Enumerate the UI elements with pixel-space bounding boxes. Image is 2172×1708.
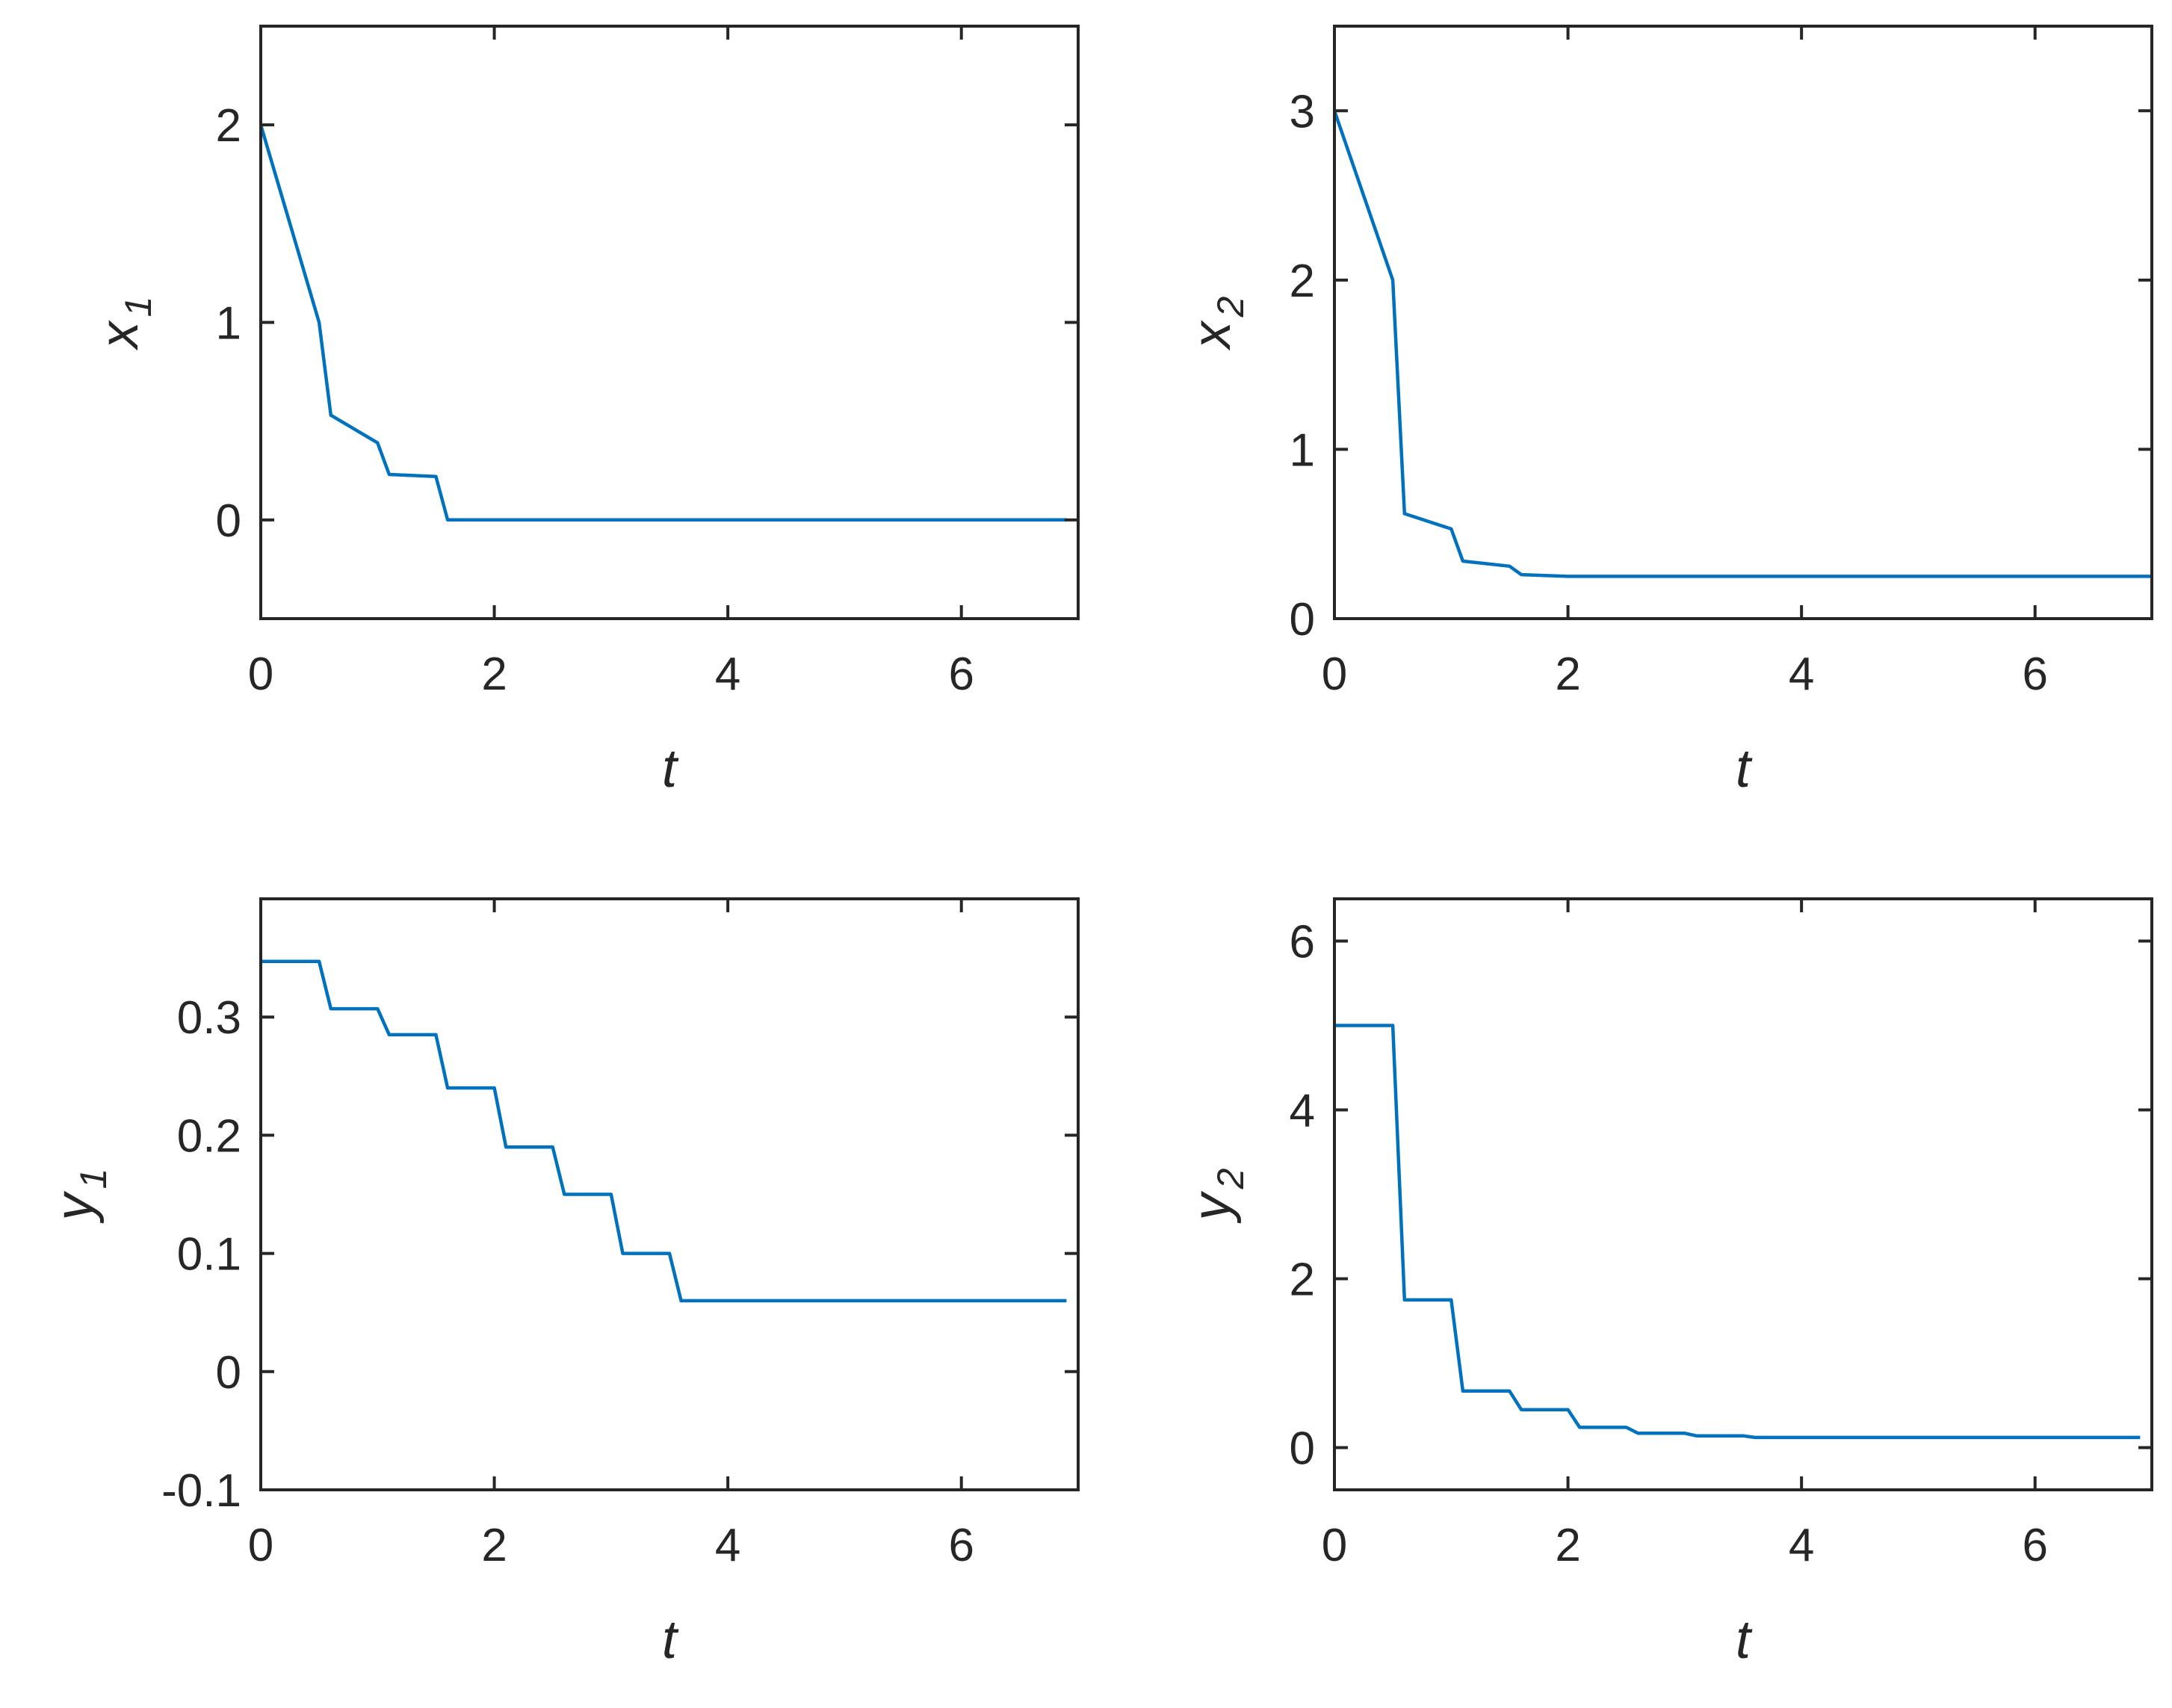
y-tick-label: 2 — [1290, 1254, 1315, 1306]
y-tick-label: 4 — [1290, 1086, 1315, 1137]
series-line-1 — [259, 124, 1067, 522]
y-axis-label-main: x — [1182, 319, 1242, 350]
y-axis-label-subscript: 1 — [72, 1169, 114, 1189]
x-axis-label: t — [662, 1610, 679, 1670]
x-tick-label: 2 — [1555, 1520, 1580, 1571]
x-tick-label: 0 — [248, 649, 273, 700]
y-axis-label-main: x — [90, 319, 149, 350]
y-tick-label: 0.2 — [177, 1110, 241, 1162]
y-tick-label: 3 — [1290, 86, 1315, 137]
series-line-1 — [1332, 110, 2152, 578]
x-tick-label: 4 — [715, 649, 740, 700]
y-tick-label: 0 — [1290, 594, 1315, 646]
y-tick-label: 2 — [1290, 256, 1315, 307]
y-tick-label: 0 — [216, 1347, 241, 1399]
axes-frame — [259, 897, 1080, 1491]
axes-frame — [259, 25, 1080, 620]
y-tick-label: 6 — [1290, 917, 1315, 968]
x-tick-label: 2 — [481, 1520, 507, 1571]
axes-frame — [1333, 25, 2153, 620]
series-line-1 — [261, 959, 1067, 1303]
y-tick-label: 0.1 — [177, 1229, 241, 1281]
x-tick-label: 4 — [1789, 649, 1814, 700]
x-tick-label: 6 — [948, 1520, 974, 1571]
x-tick-label: 4 — [715, 1520, 740, 1571]
x-tick-label: 6 — [948, 649, 974, 700]
y-axis-label-subscript: 2 — [1210, 296, 1251, 318]
x-tick-label: 0 — [248, 1520, 273, 1571]
y-axis-label-main: y — [1182, 1190, 1242, 1224]
y-axis-label: y2 — [1182, 1168, 1251, 1224]
x-axis-label: t — [1736, 739, 1753, 799]
x-tick-label: 0 — [1322, 1520, 1347, 1571]
y-axis-label-subscript: 2 — [1210, 1168, 1251, 1189]
y-axis-label-subscript: 1 — [117, 297, 159, 318]
y-axis-label: x1 — [90, 297, 159, 351]
x-tick-label: 2 — [481, 649, 507, 700]
x-tick-label: 6 — [2022, 649, 2047, 700]
y-tick-label: 0 — [1290, 1423, 1315, 1475]
series-line-1 — [1334, 1024, 2141, 1440]
x-axis-label: t — [662, 739, 679, 799]
x-tick-label: 4 — [1789, 1520, 1814, 1571]
x-axis-label: t — [1736, 1610, 1753, 1670]
y-tick-label: 2 — [216, 100, 241, 152]
x-tick-label: 6 — [2022, 1520, 2047, 1571]
axes-frame — [1333, 897, 2153, 1491]
y-tick-label: 0 — [216, 495, 241, 547]
y-axis-label-main: y — [45, 1190, 105, 1224]
y-axis-label: y1 — [45, 1169, 114, 1225]
y-axis-label: x2 — [1182, 296, 1251, 350]
x-tick-label: 0 — [1322, 649, 1347, 700]
y-tick-label: 1 — [1290, 424, 1315, 476]
y-tick-label: 0.3 — [177, 992, 241, 1044]
x-tick-label: 2 — [1555, 649, 1580, 700]
y-tick-label: 1 — [216, 298, 241, 350]
y-tick-label: -0.1 — [161, 1465, 241, 1517]
